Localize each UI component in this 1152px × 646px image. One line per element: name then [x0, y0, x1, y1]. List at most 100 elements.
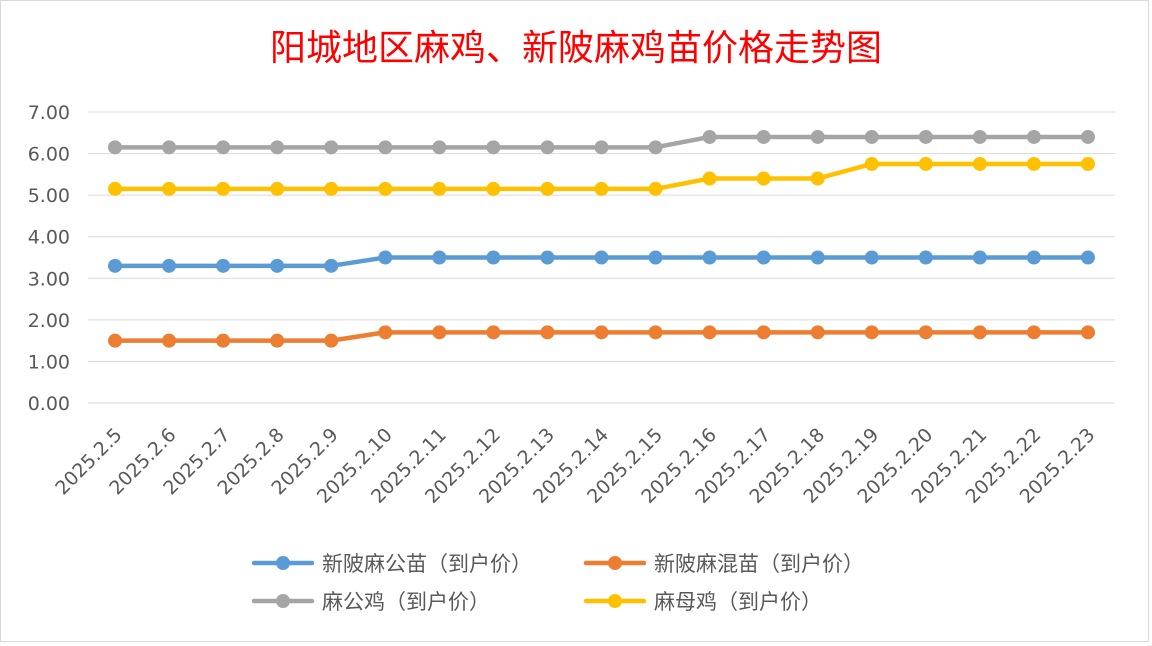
data-point [810, 325, 825, 340]
data-point [378, 325, 393, 340]
data-point [378, 181, 393, 196]
series-group [108, 250, 1095, 273]
data-point [1080, 250, 1095, 265]
legend-marker [276, 556, 290, 570]
series-group [108, 156, 1095, 196]
data-point [864, 250, 879, 265]
data-point [540, 140, 555, 155]
data-point [324, 258, 339, 273]
data-point [1026, 156, 1041, 171]
data-point [1080, 156, 1095, 171]
data-point [810, 129, 825, 144]
data-point [1026, 325, 1041, 340]
data-point [324, 140, 339, 155]
data-point [162, 140, 177, 155]
data-point [108, 140, 123, 155]
data-point [540, 181, 555, 196]
data-point [216, 181, 231, 196]
data-point [594, 181, 609, 196]
data-point [918, 325, 933, 340]
data-point [486, 250, 501, 265]
data-point [486, 325, 501, 340]
data-point [864, 156, 879, 171]
data-point [540, 325, 555, 340]
series-group [108, 129, 1095, 155]
y-tick-label: 3.00 [28, 268, 70, 290]
data-point [162, 181, 177, 196]
legend: 新陂麻公苗（到户价） 新陂麻混苗（到户价） 麻公鸡（到户价） 麻母鸡（到户价） [251, 552, 864, 614]
y-tick-label: 7.00 [28, 102, 70, 124]
data-point [108, 181, 123, 196]
legend-label: 麻母鸡（到户价） [654, 590, 822, 614]
series-lines [108, 129, 1095, 348]
y-tick-label: 0.00 [28, 393, 70, 415]
data-point [756, 325, 771, 340]
legend-entry: 新陂麻混苗（到户价） [583, 552, 864, 576]
data-point [1026, 129, 1041, 144]
legend-label: 新陂麻公苗（到户价） [322, 552, 532, 576]
data-point [594, 140, 609, 155]
data-point [594, 325, 609, 340]
data-point [486, 181, 501, 196]
y-tick-label: 5.00 [28, 185, 70, 207]
data-point [918, 129, 933, 144]
data-point [810, 171, 825, 186]
y-tick-label: 2.00 [28, 310, 70, 332]
y-tick-label: 1.00 [28, 351, 70, 373]
data-point [270, 140, 285, 155]
data-point [756, 250, 771, 265]
data-point [702, 129, 717, 144]
data-point [162, 333, 177, 348]
series-group [108, 325, 1095, 348]
data-point [864, 129, 879, 144]
data-point [1080, 325, 1095, 340]
data-point [702, 171, 717, 186]
data-point [270, 258, 285, 273]
data-point [432, 250, 447, 265]
data-point [972, 250, 987, 265]
legend-entry: 麻公鸡（到户价） [251, 590, 490, 614]
data-point [216, 140, 231, 155]
y-tick-label: 4.00 [28, 227, 70, 249]
data-point [810, 250, 825, 265]
legend-marker [608, 556, 622, 570]
legend-marker [276, 594, 290, 608]
data-point [486, 140, 501, 155]
data-point [324, 181, 339, 196]
data-point [216, 333, 231, 348]
data-point [432, 140, 447, 155]
data-point [972, 129, 987, 144]
data-point [648, 250, 663, 265]
data-point [1080, 129, 1095, 144]
legend-marker [608, 594, 622, 608]
data-point [216, 258, 231, 273]
data-point [1026, 250, 1041, 265]
data-point [270, 181, 285, 196]
data-point [378, 140, 393, 155]
data-point [972, 325, 987, 340]
data-point [918, 156, 933, 171]
legend-entry: 麻母鸡（到户价） [583, 590, 822, 614]
data-point [648, 325, 663, 340]
data-point [648, 181, 663, 196]
data-point [594, 250, 609, 265]
data-point [108, 333, 123, 348]
data-point [432, 181, 447, 196]
data-point [324, 333, 339, 348]
data-point [162, 258, 177, 273]
data-point [972, 156, 987, 171]
legend-label: 新陂麻混苗（到户价） [654, 552, 864, 576]
y-axis-ticks: 0.00 1.00 2.00 3.00 4.00 5.00 6.00 7.00 [28, 102, 70, 415]
data-point [540, 250, 555, 265]
data-point [756, 171, 771, 186]
y-tick-label: 6.00 [28, 144, 70, 166]
data-point [648, 140, 663, 155]
data-point [270, 333, 285, 348]
data-point [918, 250, 933, 265]
data-point [108, 258, 123, 273]
data-point [702, 325, 717, 340]
chart-title: 阳城地区麻鸡、新陂麻鸡苗价格走势图 [270, 28, 882, 69]
